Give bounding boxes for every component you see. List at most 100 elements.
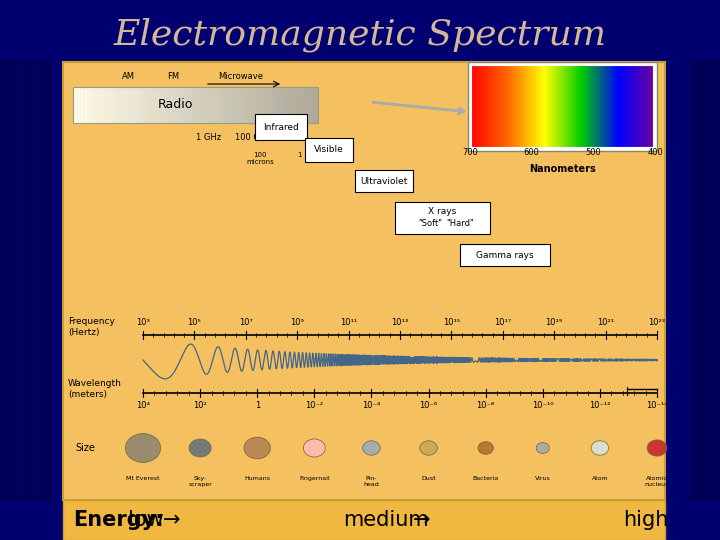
Bar [119,87,122,123]
Ellipse shape [536,443,549,454]
Bar [645,64,647,149]
Bar [528,64,530,149]
Bar [82,87,86,123]
Bar [545,64,546,149]
Text: 10⁷: 10⁷ [239,318,253,327]
Bar [263,87,266,123]
Bar [646,64,647,149]
Text: Gamma rays: Gamma rays [476,251,534,260]
Text: Virus: Virus [535,476,551,481]
Bar [220,87,224,123]
Bar [504,64,505,149]
Bar [233,87,236,123]
Bar [621,64,623,149]
Bar [643,64,644,149]
Bar [500,64,501,149]
Bar [165,87,168,123]
Bar [140,87,144,123]
Bar [79,87,83,123]
Bar [644,64,645,149]
Bar [355,170,413,192]
Text: 100 GHz: 100 GHz [235,133,271,142]
Bar [614,64,616,149]
Bar [211,87,215,123]
Bar [633,64,634,149]
Bar [636,64,637,149]
Bar [493,64,495,149]
Bar [471,64,472,149]
Text: 10¹⁷: 10¹⁷ [494,318,511,327]
Bar [536,64,538,149]
Bar [616,64,618,149]
Text: 10¹⁵: 10¹⁵ [443,318,460,327]
Bar [598,64,600,149]
Text: 10⁻¹²: 10⁻¹² [589,401,611,410]
Bar [470,64,472,149]
Bar [582,64,583,149]
Ellipse shape [363,441,380,455]
Bar [125,87,129,123]
Bar [253,87,257,123]
Ellipse shape [478,442,493,454]
Bar [257,87,261,123]
Text: AM: AM [122,72,135,81]
Bar [551,64,552,149]
Bar [475,64,477,149]
Bar [513,64,514,149]
Bar [305,138,353,162]
Text: 10³: 10³ [136,318,150,327]
Bar [618,64,619,149]
Bar [128,87,132,123]
Ellipse shape [647,440,667,456]
Bar [470,64,655,149]
Bar [499,64,500,149]
Bar [122,87,125,123]
Bar [245,87,248,123]
Bar [654,64,655,149]
Bar [587,64,588,149]
Bar [486,64,487,149]
Bar [585,64,587,149]
Bar [585,64,586,149]
Bar [541,64,543,149]
Bar [554,64,556,149]
Bar [572,64,573,149]
Text: 10¹³: 10¹³ [392,318,409,327]
Bar [577,64,579,149]
Bar [623,64,624,149]
Bar [487,64,488,149]
Bar [523,64,524,149]
Bar [282,87,285,123]
Bar [199,87,202,123]
Text: 10⁹: 10⁹ [290,318,304,327]
Bar [91,87,95,123]
Bar [477,64,479,149]
Bar [639,64,641,149]
Bar [63,500,665,540]
Bar [559,64,561,149]
Text: Sky-
scraper: Sky- scraper [188,476,212,487]
Bar [592,64,593,149]
Bar [171,87,174,123]
Bar [613,64,615,149]
Bar [513,64,515,149]
Bar [631,64,632,149]
Text: high: high [623,510,668,530]
Bar [189,87,193,123]
Ellipse shape [189,439,211,457]
Bar [534,64,535,149]
Ellipse shape [303,439,325,457]
Bar [566,64,567,149]
Bar [594,64,595,149]
Bar [473,64,474,149]
Bar [610,64,611,149]
Bar [505,64,507,149]
Text: Electromagnetic Spectrum: Electromagnetic Spectrum [114,18,606,52]
Bar [260,87,264,123]
Bar [474,64,475,149]
Bar [275,87,279,123]
Bar [602,64,603,149]
Bar [542,64,544,149]
Bar [600,64,601,149]
Bar [607,64,608,149]
